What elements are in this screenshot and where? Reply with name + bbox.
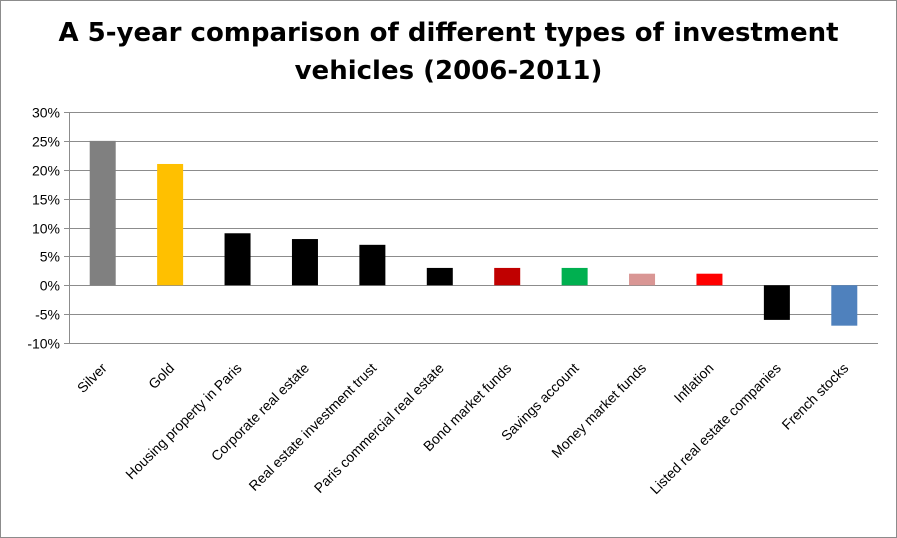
y-tick-label: 20% <box>32 163 60 179</box>
bar <box>629 273 656 286</box>
bar <box>224 233 251 286</box>
y-tick-label: 5% <box>40 249 60 265</box>
y-tick-label: -10% <box>27 336 60 352</box>
bar <box>831 285 858 326</box>
bar <box>157 163 184 286</box>
bar <box>426 267 453 286</box>
bar <box>89 140 116 286</box>
bar <box>359 244 386 286</box>
y-tick-label: 0% <box>40 278 60 294</box>
bar <box>494 267 521 286</box>
y-tick-label: 30% <box>32 105 60 121</box>
bar <box>763 285 790 320</box>
bar <box>561 267 588 286</box>
x-tick-label: Gold <box>145 360 177 392</box>
x-tick-label: Paris commercial real estate <box>311 360 447 496</box>
x-tick-label: French stocks <box>778 360 851 433</box>
x-tick-label: Listed real estate companies <box>647 360 784 497</box>
bar <box>291 239 318 286</box>
y-tick-label: 15% <box>32 192 60 208</box>
chart-title-line-2: vehicles (2006-2011) <box>294 56 603 86</box>
y-tick-label: -5% <box>35 307 60 323</box>
y-tick-label: 25% <box>32 134 60 150</box>
bar <box>696 273 723 286</box>
chart-title-line-1: A 5-year comparison of different types o… <box>58 18 839 48</box>
y-tick-label: 10% <box>32 221 60 237</box>
x-tick-label: Inflation <box>671 360 717 406</box>
x-tick-label: Silver <box>74 360 110 396</box>
chart-title: A 5-year comparison of different types o… <box>0 14 897 90</box>
x-tick-label: Housing property in Paris <box>122 360 244 482</box>
x-tick-label: Real estate investment trust <box>245 360 379 494</box>
